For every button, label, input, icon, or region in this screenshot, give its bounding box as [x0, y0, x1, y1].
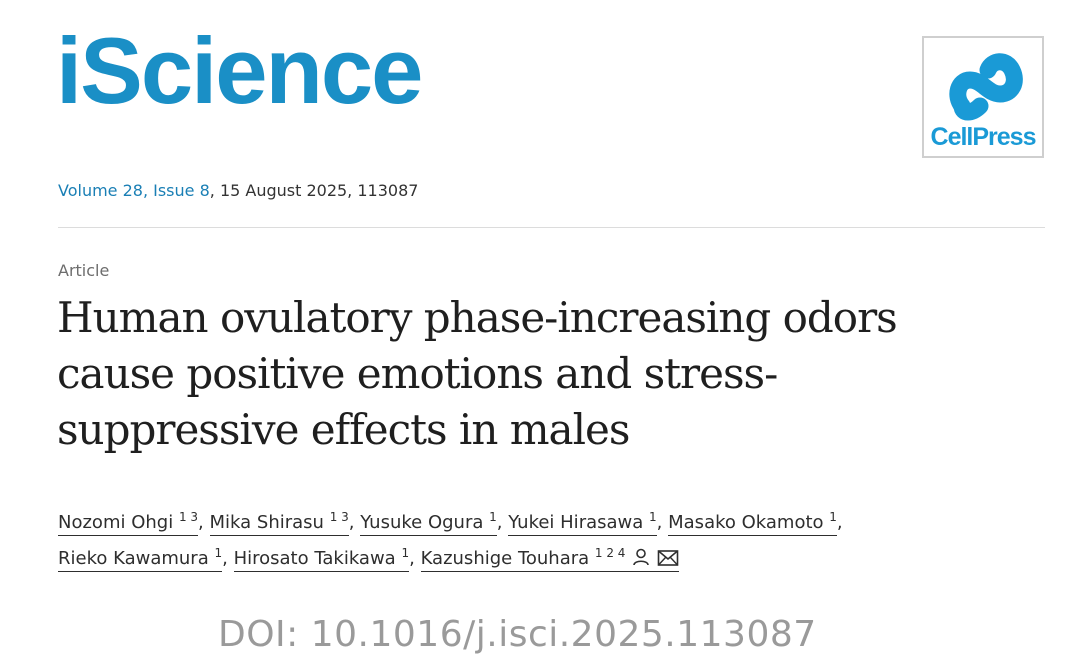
author-mika-shirasu[interactable]: Mika Shirasu 1 3	[209, 510, 349, 536]
author-list: Nozomi Ohgi 1 3, Mika Shirasu 1 3, Yusuk…	[58, 505, 1048, 577]
affiliation-marker: 1	[214, 546, 223, 560]
citation-date-number: , 15 August 2025, 113087	[209, 181, 419, 200]
affiliation-marker: 1 2 4	[594, 546, 626, 560]
author-name: Yukei Hirasawa	[508, 512, 644, 533]
author-masako-okamoto[interactable]: Masako Okamoto 1	[668, 510, 837, 536]
affiliation-marker: 1 3	[178, 510, 199, 524]
article-title: Human ovulatory phase-increasing odors c…	[57, 290, 1037, 458]
article-type: Article	[58, 261, 110, 280]
affiliation-marker: 1	[489, 510, 497, 524]
author-name: Kazushige Touhara	[420, 548, 590, 569]
separator: ,	[836, 512, 843, 533]
affiliation-marker: 1	[649, 510, 657, 524]
author-name: Rieko Kawamura	[58, 548, 209, 569]
author-name: Nozomi Ohgi	[58, 512, 174, 533]
author-name: Yusuke Ogura	[360, 512, 484, 533]
affiliation-marker: 1 3	[329, 510, 349, 524]
separator: ,	[656, 512, 663, 533]
separator: ,	[496, 512, 503, 533]
affiliation-marker: 1	[829, 510, 837, 524]
author-kazushige-touhara[interactable]: Kazushige Touhara 1 2 4	[420, 546, 680, 572]
envelope-icon[interactable]	[657, 549, 679, 567]
separator: ,	[222, 548, 228, 569]
separator: ,	[348, 512, 355, 533]
author-nozomi-ohgi[interactable]: Nozomi Ohgi 1 3	[58, 510, 199, 536]
affiliation-marker: 1	[401, 546, 410, 560]
cellpress-wordmark: CellPress	[930, 123, 1037, 151]
author-hirosato-takikawa[interactable]: Hirosato Takikawa 1	[233, 546, 410, 572]
person-icon[interactable]	[631, 547, 651, 567]
author-yusuke-ogura[interactable]: Yusuke Ogura 1	[360, 510, 497, 536]
volume-issue-link[interactable]: Volume 28, Issue 8	[58, 181, 210, 200]
author-name: Mika Shirasu	[209, 512, 324, 533]
separator: ,	[409, 548, 415, 569]
citation-line: Volume 28, Issue 8, 15 August 2025, 1130…	[58, 181, 418, 200]
author-name: Hirosato Takikawa	[233, 548, 396, 569]
journal-logo[interactable]: iScience	[56, 18, 423, 123]
author-rieko-kawamura[interactable]: Rieko Kawamura 1	[58, 546, 223, 572]
title-line: Human ovulatory phase-increasing odors	[57, 293, 898, 342]
title-line: cause positive emotions and stress-	[57, 349, 778, 398]
divider	[58, 227, 1045, 228]
author-name: Masako Okamoto	[668, 512, 824, 533]
title-line: suppressive effects in males	[57, 405, 630, 454]
doi-text: DOI: 10.1016/j.isci.2025.113087	[218, 614, 817, 655]
author-yukei-hirasawa[interactable]: Yukei Hirasawa 1	[508, 510, 657, 536]
separator: ,	[198, 512, 204, 533]
cellpress-logo[interactable]: CellPress	[922, 36, 1044, 158]
cellpress-mark-icon	[949, 53, 1023, 121]
